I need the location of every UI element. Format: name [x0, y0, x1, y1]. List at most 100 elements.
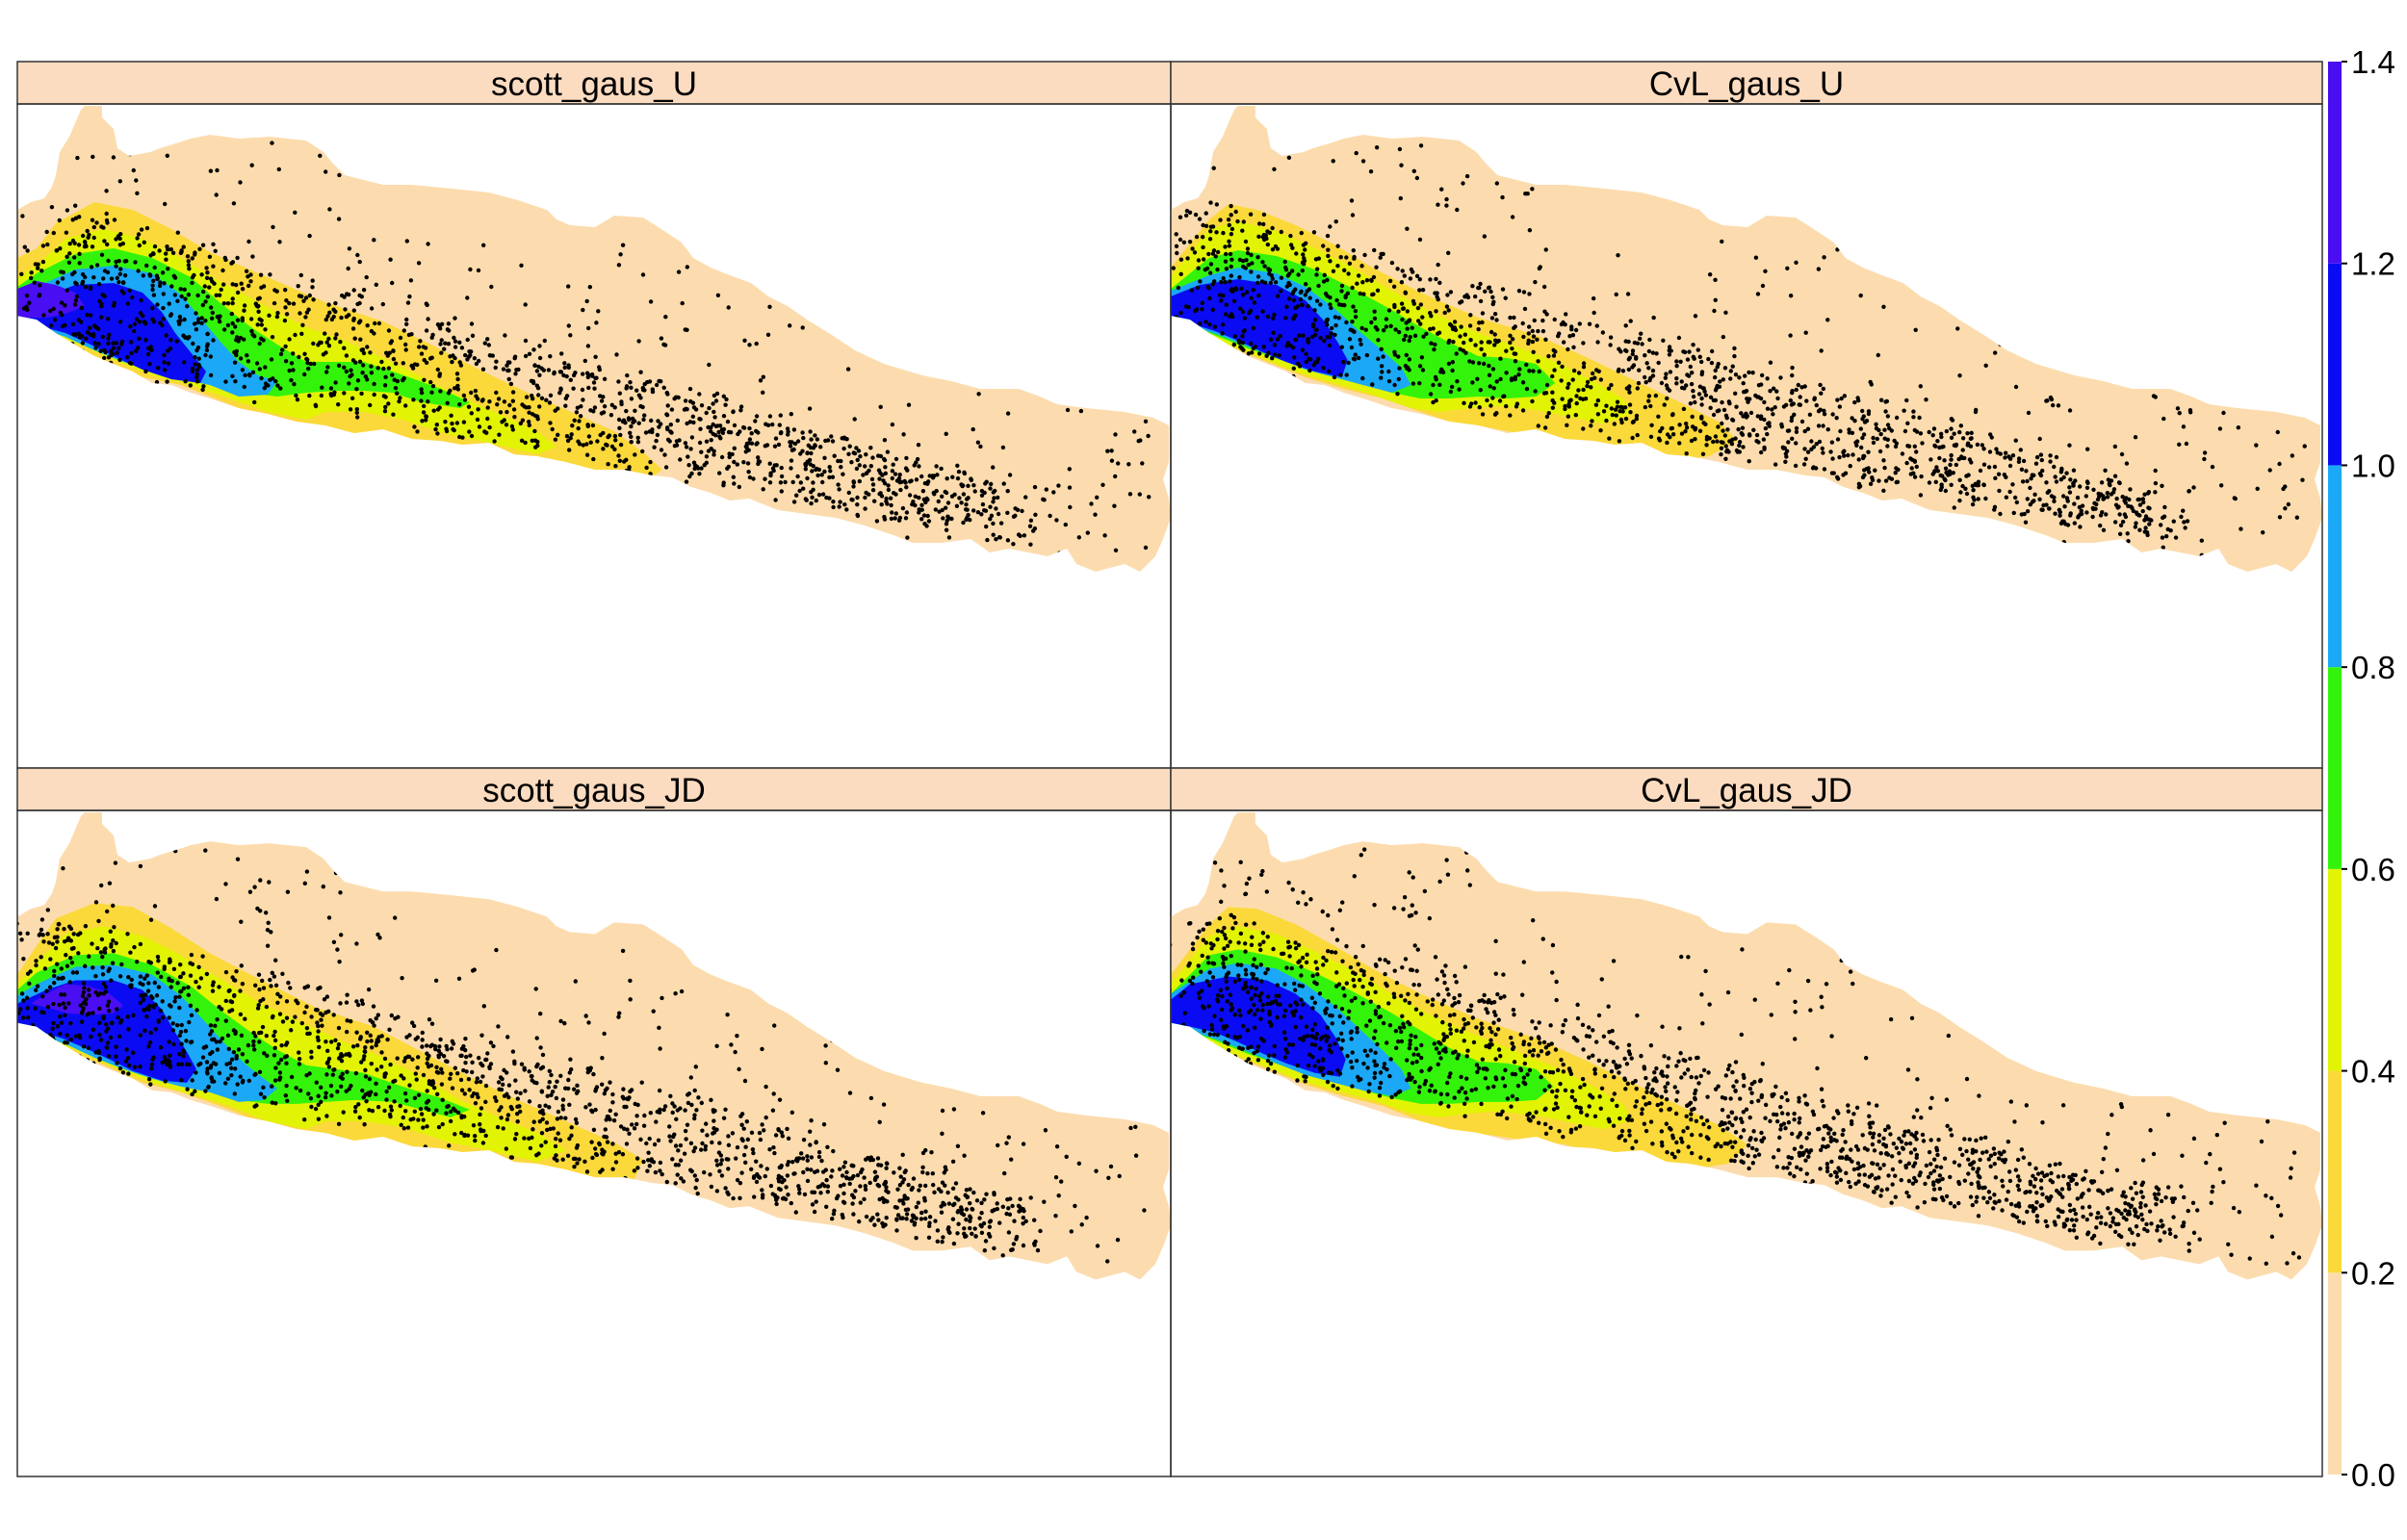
- observation-point: [208, 1032, 213, 1037]
- observation-point: [1788, 294, 1794, 298]
- observation-point: [310, 278, 315, 283]
- observation-point: [1005, 538, 1011, 543]
- observation-point: [453, 316, 457, 321]
- observation-point: [324, 350, 328, 355]
- observation-point: [622, 1104, 627, 1110]
- observation-point: [808, 429, 813, 434]
- observation-point: [633, 473, 638, 477]
- observation-point: [276, 1061, 281, 1065]
- observation-point: [106, 341, 111, 346]
- observation-point: [144, 973, 149, 978]
- observation-point: [731, 1195, 736, 1201]
- observation-point: [1116, 461, 1121, 466]
- observation-point: [272, 300, 277, 306]
- observation-point: [1322, 339, 1327, 344]
- observation-point: [598, 1169, 603, 1174]
- observation-point: [1329, 325, 1334, 331]
- observation-point: [450, 421, 454, 426]
- observation-point: [919, 1217, 924, 1221]
- observation-point: [32, 280, 37, 285]
- observation-point: [1223, 312, 1229, 317]
- observation-point: [384, 350, 389, 355]
- observation-point: [115, 1061, 119, 1065]
- observation-point: [956, 1197, 961, 1202]
- observation-point: [431, 1112, 436, 1116]
- observation-point: [602, 404, 608, 409]
- observation-point: [92, 1069, 97, 1074]
- observation-point: [553, 437, 558, 442]
- observation-point: [1628, 410, 1633, 415]
- observation-point: [313, 1106, 319, 1112]
- observation-point: [618, 1124, 624, 1129]
- observation-point: [762, 1128, 766, 1133]
- observation-point: [1889, 476, 1895, 481]
- observation-point: [1531, 349, 1536, 354]
- observation-point: [1526, 341, 1531, 346]
- observation-point: [277, 240, 282, 244]
- observation-point: [331, 1013, 336, 1017]
- observation-point: [1980, 443, 1984, 448]
- observation-point: [1600, 330, 1606, 335]
- observation-point: [360, 371, 365, 375]
- observation-point: [65, 1040, 69, 1045]
- observation-point: [2095, 497, 2101, 502]
- observation-point: [1351, 304, 1356, 309]
- observation-point: [2146, 490, 2152, 495]
- observation-point: [874, 519, 880, 524]
- observation-point: [389, 1013, 394, 1018]
- observation-point: [941, 1200, 945, 1205]
- observation-point: [1952, 505, 1956, 510]
- observation-point: [1204, 223, 1209, 228]
- observation-point: [1909, 466, 1914, 471]
- observation-point: [1181, 240, 1187, 244]
- observation-point: [1894, 466, 1899, 471]
- observation-point: [531, 1119, 536, 1124]
- observation-point: [328, 386, 334, 391]
- observation-point: [1147, 495, 1152, 500]
- observation-point: [290, 1019, 296, 1024]
- observation-point: [1950, 418, 1955, 423]
- observation-point: [1550, 390, 1555, 395]
- observation-point: [1448, 389, 1454, 395]
- observation-point: [215, 1017, 220, 1022]
- observation-point: [453, 1132, 457, 1137]
- observation-point: [570, 424, 575, 428]
- observation-point: [340, 1076, 345, 1081]
- observation-point: [1044, 487, 1049, 492]
- observation-point: [421, 1117, 426, 1122]
- observation-point: [157, 283, 163, 289]
- observation-point: [763, 476, 767, 481]
- observation-point: [96, 342, 101, 346]
- observation-point: [618, 442, 624, 448]
- observation-point: [95, 992, 101, 998]
- observation-point: [527, 410, 531, 415]
- observation-point: [1767, 421, 1772, 425]
- observation-point: [1240, 309, 1246, 315]
- observation-point: [1356, 355, 1361, 361]
- observation-point: [962, 1226, 967, 1231]
- observation-point: [1191, 350, 1197, 355]
- observation-point: [950, 475, 955, 479]
- observation-point: [560, 1103, 565, 1109]
- observation-point: [1561, 340, 1566, 345]
- observation-point: [820, 479, 825, 485]
- observation-point: [245, 1059, 249, 1065]
- observation-point: [1464, 173, 1470, 179]
- observation-point: [932, 1190, 937, 1195]
- observation-point: [761, 1193, 765, 1197]
- observation-point: [235, 290, 241, 295]
- observation-point: [1818, 382, 1823, 388]
- observation-point: [83, 274, 88, 280]
- observation-point: [809, 437, 814, 442]
- observation-point: [246, 239, 251, 244]
- observation-point: [1524, 362, 1529, 368]
- observation-point: [125, 301, 131, 306]
- observation-point: [1022, 533, 1027, 538]
- observation-point: [1794, 429, 1799, 434]
- observation-point: [972, 1226, 977, 1231]
- observation-point: [1405, 226, 1410, 231]
- observation-point: [223, 1018, 228, 1023]
- observation-point: [534, 414, 540, 419]
- observation-point: [1964, 474, 1969, 478]
- observation-point: [77, 1054, 82, 1059]
